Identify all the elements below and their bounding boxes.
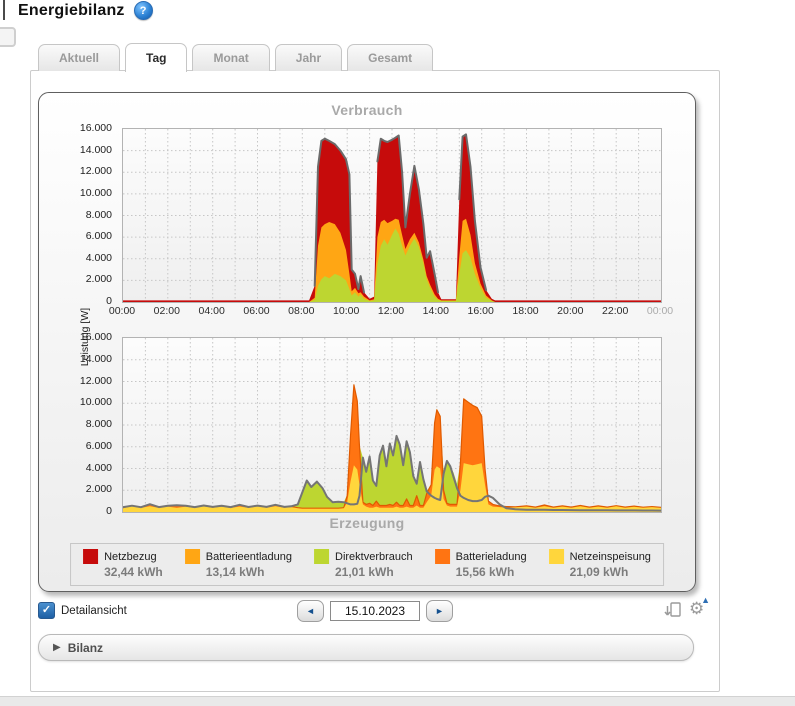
legend-item-netzeinspeisung: Netzeinspeisung 21,09 kWh	[548, 549, 651, 579]
content-panel: Verbrauch 0 2.000 4.000 6.000 8.000 10.000 12.…	[30, 70, 720, 692]
x-axis-ticks: 00:00 02:00 04:00 06:00 08:00 10:00 12:00 14:00…	[108, 305, 674, 317]
tab-aktuell[interactable]: Aktuell	[38, 44, 121, 71]
export-icon[interactable]	[664, 599, 682, 619]
chart-controls: ✓ Detailansicht ◄ ► ⚙ ▲	[31, 595, 719, 625]
page-bottom-strip	[0, 696, 795, 706]
netzbezug-swatch	[83, 549, 99, 564]
tab-bar: Aktuell Tag Monat Jahr Gesamt	[38, 43, 434, 72]
settings-gear-icon[interactable]: ⚙ ▲	[689, 595, 710, 619]
tab-monat[interactable]: Monat	[192, 44, 270, 71]
netzeinspeisung-swatch	[548, 549, 564, 564]
gear-arrow-icon: ▲	[701, 595, 710, 605]
detailansicht-checkbox[interactable]: ✓	[38, 602, 55, 619]
help-icon[interactable]: ?	[133, 1, 153, 20]
chart-tools: ⚙ ▲	[664, 595, 710, 619]
next-day-button[interactable]: ►	[426, 600, 453, 622]
tab-gesamt[interactable]: Gesamt	[347, 44, 434, 71]
legend-item-netzbezug: Netzbezug 32,44 kWh	[83, 549, 163, 579]
direktverbrauch-value: 21,01 kWh	[335, 565, 394, 579]
expand-caret-icon: ▶	[53, 642, 61, 653]
date-navigation: ◄ ►	[297, 600, 453, 622]
direktverbrauch-swatch	[314, 549, 329, 564]
bilanz-panel-header[interactable]: ▶ Bilanz	[38, 634, 694, 661]
y-axis-ticks-top: 0 2.000 4.000 6.000 8.000 10.000 12.000 14.000 1…	[79, 122, 112, 307]
batterieentladung-swatch	[184, 549, 200, 564]
screenshot-edge-artifact	[3, 0, 5, 20]
chart-title-verbrauch: Verbrauch	[331, 102, 403, 118]
legend-item-batterieentladung: Batterieentladung 13,14 kWh	[184, 549, 292, 579]
batterieladung-swatch	[434, 549, 450, 564]
outer-container-corner	[0, 27, 16, 47]
tab-jahr[interactable]: Jahr	[274, 44, 343, 71]
tab-tag[interactable]: Tag	[125, 43, 188, 72]
page-header: Energiebilanz ?	[18, 1, 153, 20]
previous-day-button[interactable]: ◄	[297, 600, 324, 622]
legend-item-direktverbrauch: Direktverbrauch 21,01 kWh	[314, 549, 413, 579]
y-axis-ticks-bottom: 0 2.000 4.000 6.000 8.000 10.000 12.000 14.000 1…	[79, 331, 112, 517]
legend: Netzbezug 32,44 kWh Batterieentladung 13…	[70, 543, 664, 586]
batterieentladung-value: 13,14 kWh	[205, 565, 265, 579]
batterieladung-value: 15,56 kWh	[455, 565, 515, 579]
page-title: Energiebilanz	[18, 1, 125, 19]
legend-item-batterieladung: Batterieladung 15,56 kWh	[434, 549, 527, 579]
netzbezug-value: 32,44 kWh	[104, 565, 163, 579]
verbrauch-chart	[122, 128, 662, 303]
chart-card: Verbrauch 0 2.000 4.000 6.000 8.000 10.000 12.…	[38, 92, 696, 592]
date-input[interactable]	[330, 601, 420, 621]
gear-glyph: ⚙	[689, 599, 705, 618]
netzeinspeisung-value: 21,09 kWh	[569, 565, 629, 579]
erzeugung-chart	[122, 337, 662, 513]
chart-title-erzeugung: Erzeugung	[329, 515, 405, 531]
detail-toggle: ✓ Detailansicht	[38, 602, 127, 619]
detailansicht-label: Detailansicht	[61, 604, 127, 617]
bilanz-label: Bilanz	[67, 640, 104, 655]
